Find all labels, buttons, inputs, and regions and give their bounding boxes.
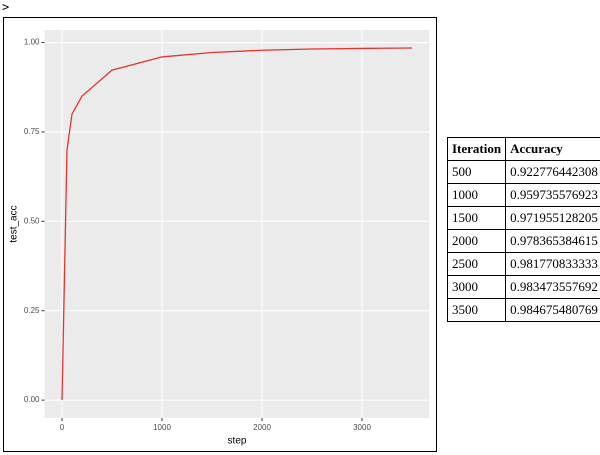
table-cell: 1500: [446, 206, 507, 230]
y-tick-label: 0.25: [24, 306, 40, 315]
chart: 0.00 0.25 0.50 0.75 1.00 0 1000 2000 3000 step tes…: [9, 30, 430, 447]
table-cell: 2500: [446, 252, 507, 276]
header-row: Iteration Accuracy: [446, 137, 600, 161]
table-cell: 0.984675480769: [505, 298, 600, 322]
y-tick-label: 0.00: [24, 395, 40, 404]
header-cell: Iteration: [446, 137, 507, 161]
table-cell: 0.981770833333: [505, 252, 600, 276]
table-row: 2000 0.978365384615: [446, 229, 600, 253]
table-cell: 0.922776442308: [505, 160, 600, 184]
plot-panel: [44, 30, 430, 418]
x-axis-title: step: [228, 436, 247, 447]
y-tick-label: 0.75: [24, 127, 40, 136]
plot-frame: [3, 17, 437, 452]
x-tick-label: 1000: [153, 423, 171, 432]
table-row: 2500 0.981770833333: [446, 252, 600, 276]
table-row: 1500 0.971955128205: [446, 206, 600, 230]
table-row: 3500 0.984675480769: [446, 298, 600, 322]
console-prompt: >: [2, 0, 10, 14]
table-cell: 0.983473557692: [505, 275, 600, 299]
data-line: [61, 47, 413, 401]
x-tick-label: 2000: [253, 423, 271, 432]
table-cell: 0.959735576923: [505, 183, 600, 207]
table-cell: 2000: [446, 229, 507, 253]
table-cell: 500: [446, 160, 507, 184]
header-cell: Accuracy: [505, 137, 600, 161]
x-tick-label: 0: [60, 423, 65, 432]
x-tick-label: 3000: [353, 423, 371, 432]
table-cell: 3500: [446, 298, 507, 322]
accuracy-table: Iteration Accuracy 500 0.922776442308 1000 0.…: [446, 137, 600, 322]
table-cell: 3000: [446, 275, 507, 299]
table-row: 1000 0.959735576923: [446, 183, 600, 207]
table-row: 3000 0.983473557692: [446, 275, 600, 299]
y-tick-label: 1.00: [24, 38, 40, 47]
table-row: 500 0.922776442308: [446, 160, 600, 184]
table-cell: 1000: [446, 183, 507, 207]
y-tick-label: 0.50: [24, 216, 40, 225]
table-cell: 0.978365384615: [505, 229, 600, 253]
y-axis-title: test_acc: [9, 205, 20, 242]
table-cell: 0.971955128205: [505, 206, 600, 230]
